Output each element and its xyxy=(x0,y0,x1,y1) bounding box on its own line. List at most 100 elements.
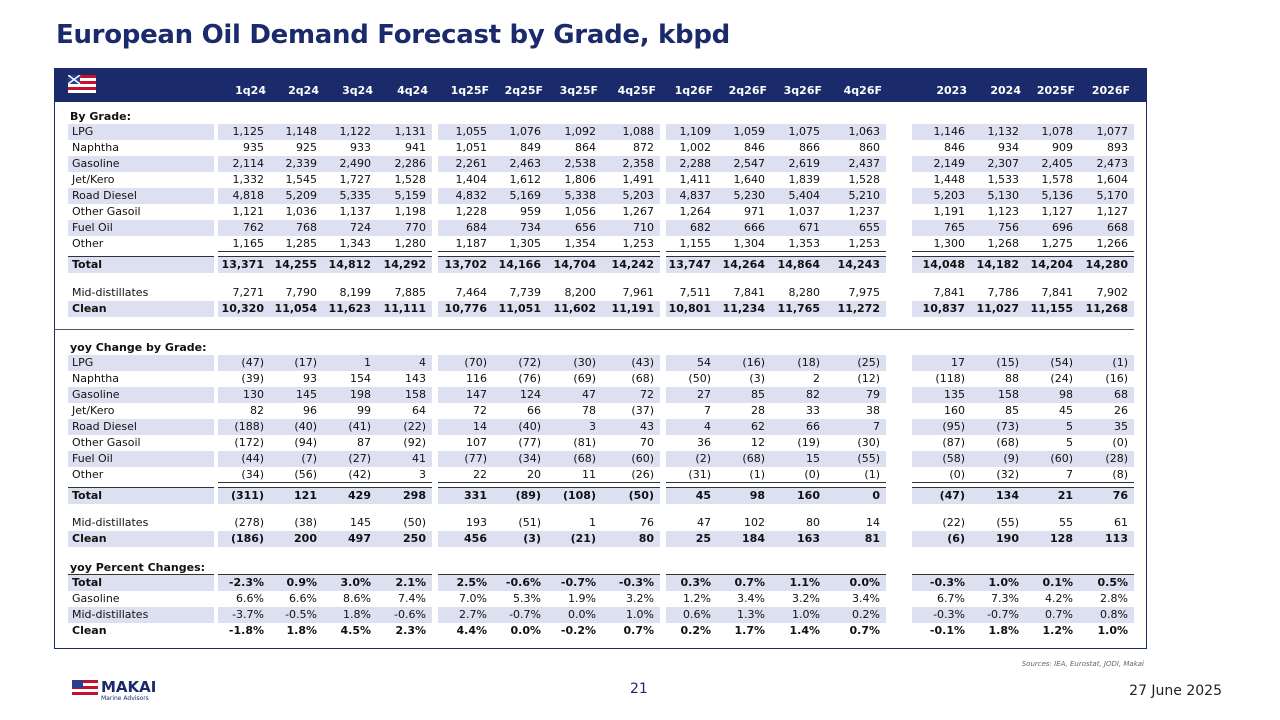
cell-value: 7,790 xyxy=(285,286,318,299)
cell-value: 250 xyxy=(403,532,426,545)
cell-value: 1,132 xyxy=(987,125,1020,138)
cell-value: (22) xyxy=(403,420,426,433)
row-shade xyxy=(68,387,214,403)
row-shade xyxy=(666,451,886,467)
rule xyxy=(666,487,886,488)
column-header: 3q24 xyxy=(342,84,373,97)
cell-value: 0.9% xyxy=(286,576,317,589)
row-shade xyxy=(218,257,432,273)
cell-value: 14,292 xyxy=(383,258,426,271)
cell-value: -1.8% xyxy=(228,624,264,637)
cell-value: 87 xyxy=(357,436,371,449)
cell-value: 5,170 xyxy=(1096,189,1129,202)
cell-value: 1,122 xyxy=(339,125,372,138)
cell-value: 696 xyxy=(1052,221,1073,234)
cell-value: 756 xyxy=(998,221,1019,234)
cell-value: 762 xyxy=(243,221,264,234)
column-header: 2023 xyxy=(936,84,967,97)
cell-value: 14,704 xyxy=(553,258,596,271)
cell-value: 684 xyxy=(466,221,487,234)
cell-value: 10,320 xyxy=(221,302,264,315)
cell-value: 2,288 xyxy=(679,157,712,170)
cell-value: (69) xyxy=(573,372,596,385)
cell-value: 2.3% xyxy=(395,624,426,637)
row-label: Jet/Kero xyxy=(72,173,115,186)
column-header: 2q25F xyxy=(504,84,543,97)
cell-value: 10,837 xyxy=(922,302,965,315)
cell-value: (21) xyxy=(570,532,596,545)
cell-value: 0.0% xyxy=(510,624,541,637)
cell-value: 2,339 xyxy=(285,157,318,170)
cell-value: 5,230 xyxy=(733,189,766,202)
cell-value: 7,975 xyxy=(848,286,881,299)
cell-value: 872 xyxy=(633,141,654,154)
cell-value: 1,528 xyxy=(394,173,427,186)
cell-value: 2,405 xyxy=(1041,157,1074,170)
rule xyxy=(218,487,432,488)
row-label: Clean xyxy=(72,532,107,545)
row-shade xyxy=(666,531,886,547)
cell-value: 0.7% xyxy=(849,624,880,637)
cell-value: 5,210 xyxy=(848,189,881,202)
cell-value: 497 xyxy=(348,532,371,545)
cell-value: 76 xyxy=(640,516,654,529)
cell-value: 7,511 xyxy=(679,286,712,299)
cell-value: 145 xyxy=(296,388,317,401)
row-label: Total xyxy=(72,258,103,271)
cell-value: 3.4% xyxy=(737,592,765,605)
cell-value: 893 xyxy=(1107,141,1128,154)
cell-value: 1,604 xyxy=(1096,173,1129,186)
cell-value: 7 xyxy=(873,420,880,433)
cell-value: 0.8% xyxy=(1100,608,1128,621)
cell-value: 935 xyxy=(243,141,264,154)
row-shade xyxy=(438,188,660,204)
cell-value: (42) xyxy=(348,468,371,481)
row-label: Gasoline xyxy=(72,592,120,605)
cell-value: 5,404 xyxy=(788,189,821,202)
cell-value: (108) xyxy=(562,489,596,502)
cell-value: 6.7% xyxy=(937,592,965,605)
cell-value: (34) xyxy=(241,468,264,481)
cell-value: (50) xyxy=(688,372,711,385)
cell-value: 26 xyxy=(1114,404,1128,417)
cell-value: 13,747 xyxy=(668,258,711,271)
cell-value: 1,285 xyxy=(285,237,318,250)
flag-icon xyxy=(68,75,96,93)
cell-value: 925 xyxy=(296,141,317,154)
cell-value: (15) xyxy=(996,356,1019,369)
cell-value: 11,054 xyxy=(274,302,317,315)
cell-value: (44) xyxy=(241,452,264,465)
cell-value: (37) xyxy=(631,404,654,417)
cell-value: 7 xyxy=(704,404,711,417)
cell-value: 656 xyxy=(575,221,596,234)
cell-value: 113 xyxy=(1105,532,1128,545)
cell-value: 41 xyxy=(412,452,426,465)
row-label: Gasoline xyxy=(72,388,120,401)
cell-value: 11 xyxy=(582,468,596,481)
cell-value: (31) xyxy=(688,468,711,481)
cell-value: (16) xyxy=(742,356,765,369)
rule xyxy=(218,574,432,575)
cell-value: 147 xyxy=(466,388,487,401)
cell-value: 0.7% xyxy=(734,576,765,589)
cell-value: 6.6% xyxy=(289,592,317,605)
cell-value: 4.4% xyxy=(456,624,487,637)
cell-value: 14 xyxy=(473,420,487,433)
cell-value: 12 xyxy=(751,436,765,449)
cell-value: (39) xyxy=(241,372,264,385)
column-header: 4q24 xyxy=(397,84,428,97)
cell-value: -0.6% xyxy=(394,608,426,621)
column-header: 2q24 xyxy=(288,84,319,97)
row-shade xyxy=(666,575,886,591)
cell-value: 62 xyxy=(751,420,765,433)
cell-value: (55) xyxy=(857,452,880,465)
cell-value: (9) xyxy=(1003,452,1019,465)
row-shade xyxy=(68,531,214,547)
row-shade xyxy=(438,451,660,467)
cell-value: 666 xyxy=(744,221,765,234)
cell-value: -0.7% xyxy=(987,608,1019,621)
rule xyxy=(666,482,886,483)
row-shade xyxy=(912,188,1134,204)
row-shade xyxy=(666,301,886,317)
cell-value: (24) xyxy=(1050,372,1073,385)
